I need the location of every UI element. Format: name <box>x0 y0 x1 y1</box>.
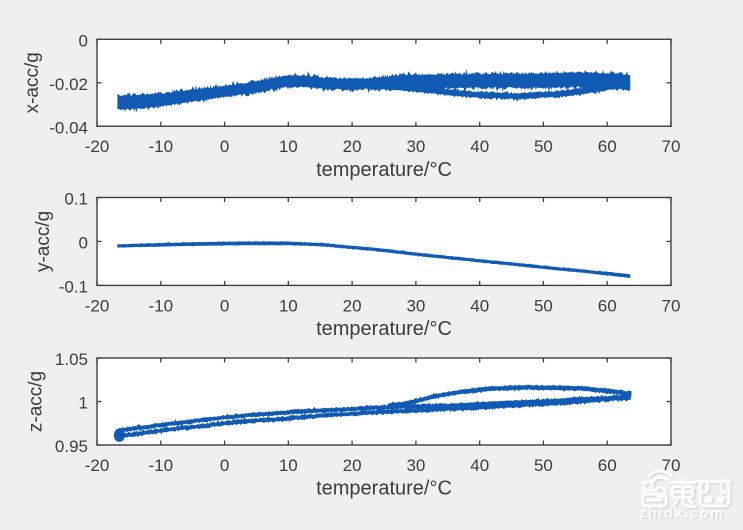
svg-text:30: 30 <box>406 296 425 315</box>
svg-text:10: 10 <box>279 456 298 475</box>
svg-text:20: 20 <box>343 137 362 156</box>
svg-text:30: 30 <box>406 456 425 475</box>
svg-text:zhidx.com: zhidx.com <box>639 505 725 521</box>
svg-text:-10: -10 <box>149 296 174 315</box>
svg-text:70: 70 <box>662 456 681 475</box>
svg-text:-0.04: -0.04 <box>49 118 88 137</box>
svg-text:-10: -10 <box>149 137 174 156</box>
svg-text:1: 1 <box>79 394 88 413</box>
svg-text:60: 60 <box>598 456 617 475</box>
svg-text:10: 10 <box>279 137 298 156</box>
svg-text:0: 0 <box>220 296 229 315</box>
svg-text:-20: -20 <box>85 137 110 156</box>
svg-text:zhidx.com: zhidx.com <box>641 506 727 522</box>
svg-text:temperature/°C: temperature/°C <box>316 478 452 500</box>
svg-text:20: 20 <box>343 296 362 315</box>
svg-text:70: 70 <box>662 296 681 315</box>
svg-text:30: 30 <box>406 137 425 156</box>
svg-text:-0.02: -0.02 <box>49 75 88 94</box>
svg-text:-20: -20 <box>85 296 110 315</box>
svg-text:y-acc/g: y-acc/g <box>33 211 54 272</box>
svg-text:temperature/°C: temperature/°C <box>316 318 452 340</box>
svg-text:60: 60 <box>598 296 617 315</box>
svg-text:70: 70 <box>662 137 681 156</box>
svg-text:40: 40 <box>470 456 489 475</box>
svg-text:20: 20 <box>343 456 362 475</box>
svg-text:10: 10 <box>279 296 298 315</box>
svg-text:0: 0 <box>220 456 229 475</box>
svg-text:0: 0 <box>79 234 88 253</box>
svg-text:50: 50 <box>534 137 553 156</box>
svg-text:-0.1: -0.1 <box>59 278 88 297</box>
svg-text:-20: -20 <box>85 456 110 475</box>
svg-text:z-acc/g: z-acc/g <box>26 371 47 432</box>
svg-text:0: 0 <box>220 137 229 156</box>
svg-text:1.05: 1.05 <box>55 350 88 369</box>
svg-text:x-acc/g: x-acc/g <box>22 52 43 113</box>
svg-text:40: 40 <box>470 137 489 156</box>
svg-text:-10: -10 <box>149 456 174 475</box>
svg-text:40: 40 <box>470 296 489 315</box>
svg-text:0.95: 0.95 <box>55 437 88 456</box>
svg-text:50: 50 <box>534 456 553 475</box>
svg-text:temperature/°C: temperature/°C <box>316 159 452 181</box>
svg-text:50: 50 <box>534 296 553 315</box>
svg-text:0.1: 0.1 <box>64 190 88 209</box>
svg-text:0: 0 <box>79 32 88 51</box>
svg-text:60: 60 <box>598 137 617 156</box>
